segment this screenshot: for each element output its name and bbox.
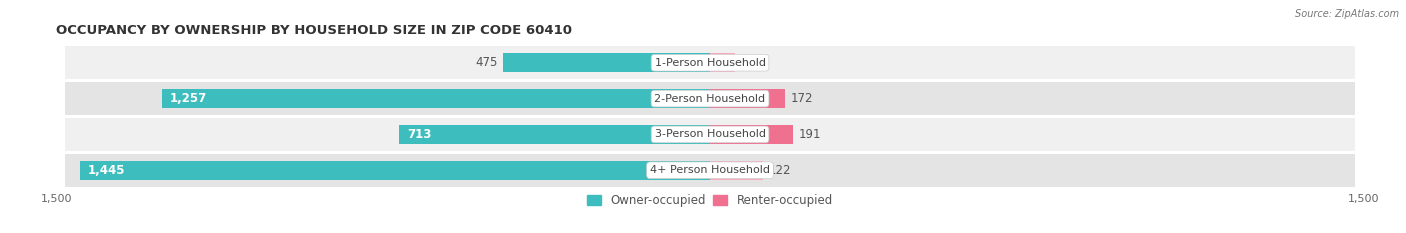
Bar <box>710 125 793 144</box>
Text: 1,257: 1,257 <box>170 92 207 105</box>
Text: 172: 172 <box>790 92 813 105</box>
Text: 713: 713 <box>408 128 432 141</box>
Bar <box>80 161 710 180</box>
Bar <box>162 89 710 108</box>
Text: Source: ZipAtlas.com: Source: ZipAtlas.com <box>1295 9 1399 19</box>
Text: 475: 475 <box>475 56 498 69</box>
Bar <box>710 53 735 72</box>
Bar <box>710 161 763 180</box>
Bar <box>710 89 785 108</box>
Text: 191: 191 <box>799 128 821 141</box>
Bar <box>65 82 1355 115</box>
Bar <box>399 125 710 144</box>
Text: OCCUPANCY BY OWNERSHIP BY HOUSEHOLD SIZE IN ZIP CODE 60410: OCCUPANCY BY OWNERSHIP BY HOUSEHOLD SIZE… <box>56 24 572 37</box>
Text: 4+ Person Household: 4+ Person Household <box>650 165 770 175</box>
Text: 2-Person Household: 2-Person Household <box>654 94 766 104</box>
Text: 58: 58 <box>741 56 755 69</box>
Text: 1-Person Household: 1-Person Household <box>655 58 765 68</box>
Legend: Owner-occupied, Renter-occupied: Owner-occupied, Renter-occupied <box>582 190 838 212</box>
Text: 1,445: 1,445 <box>89 164 125 177</box>
Bar <box>65 46 1355 79</box>
Text: 3-Person Household: 3-Person Household <box>655 129 765 139</box>
Bar <box>65 154 1355 187</box>
Text: 122: 122 <box>769 164 792 177</box>
Bar <box>503 53 710 72</box>
Bar <box>65 118 1355 151</box>
